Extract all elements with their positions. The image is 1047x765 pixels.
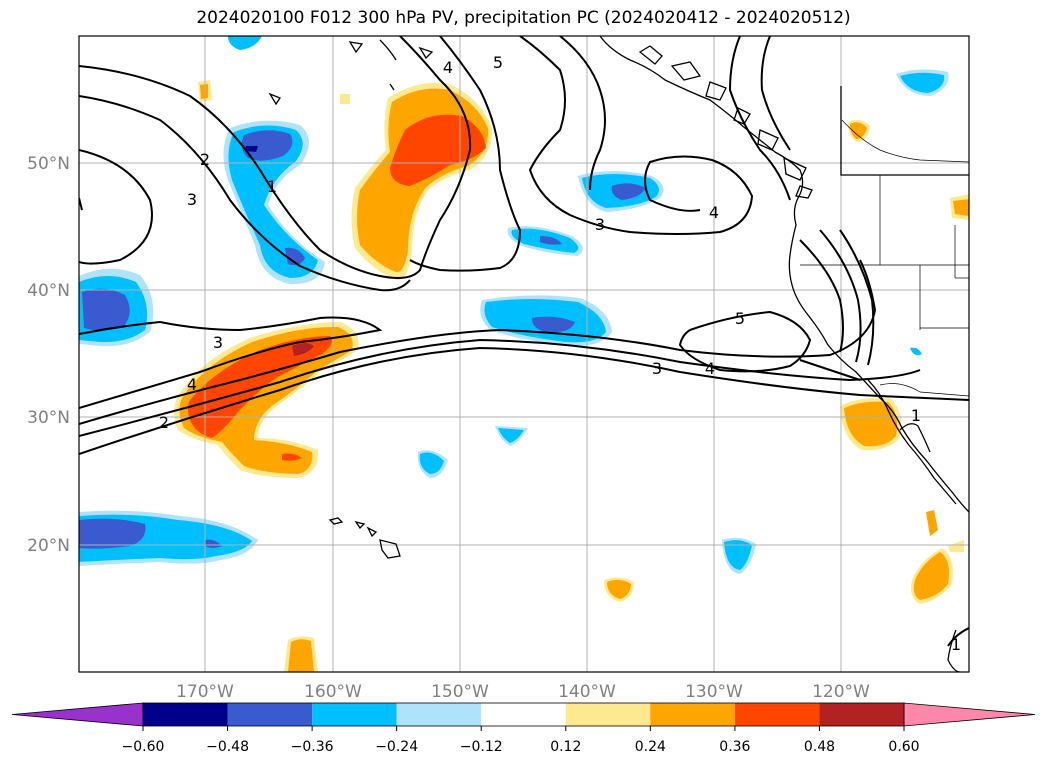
map-title: 2024020100 F012 300 hPa PV, precipitatio… <box>196 8 851 28</box>
map-frame <box>78 35 970 673</box>
colorbar-tick-label: 0.12 <box>550 739 581 755</box>
political-boundaries <box>800 119 969 397</box>
colorbar-frame <box>142 702 905 727</box>
colorbar-tick-label: 0.48 <box>804 739 835 755</box>
colorbar-swatch <box>734 703 820 726</box>
colorbar-swatch <box>227 703 313 726</box>
colorbar-tick-label: 0.60 <box>888 739 919 755</box>
contour-label: 3 <box>187 190 197 209</box>
colorbar-swatch <box>396 703 482 726</box>
lon-label: 120°W <box>812 682 870 702</box>
colorbar-swatch <box>143 703 228 726</box>
lon-label: 170°W <box>176 682 234 702</box>
colorbar-swatch <box>312 703 397 726</box>
contour-label: 1 <box>951 635 961 654</box>
positive-anomaly-areas <box>174 80 969 672</box>
colorbar-tick-label: −0.48 <box>206 739 249 755</box>
longitude-labels: 170°W 160°W 150°W 140°W 130°W 120°W <box>176 682 870 702</box>
contour-label: 3 <box>213 333 223 352</box>
negative-anomaly-areas <box>79 36 949 574</box>
lat-label: 20°N <box>27 536 70 556</box>
lon-label: 140°W <box>558 682 616 702</box>
colorbar-tick-label: −0.36 <box>291 739 334 755</box>
contour-label: 4 <box>443 58 453 77</box>
contour-label: 2 <box>200 150 210 169</box>
latitude-labels: 50°N 40°N 30°N 20°N <box>27 154 70 556</box>
colorbar-tick-label: −0.12 <box>460 739 503 755</box>
colorbar-tick-label: 0.24 <box>635 739 666 755</box>
colorbar-tick-label: −0.60 <box>122 739 165 755</box>
contour-label: 2 <box>159 413 169 432</box>
colorbar-tick-label: 0.36 <box>719 739 750 755</box>
colorbar: −0.60 −0.48 −0.36 −0.24 −0.12 0.12 0.24 0.36 0.4… <box>11 702 1036 755</box>
colorbar-extend-high <box>903 702 1036 727</box>
contour-label: 3 <box>652 359 662 378</box>
lat-label: 40°N <box>27 281 70 301</box>
contour-label-group: 4 5 2 3 1 3 4 5 3 4 3 4 2 1 1 <box>159 53 961 654</box>
contour-label: 4 <box>187 375 197 394</box>
lat-label: 30°N <box>27 408 70 428</box>
colorbar-tick-label: −0.24 <box>375 739 418 755</box>
colorbar-swatch <box>819 703 904 726</box>
pv-contours <box>79 36 969 647</box>
colorbar-swatch <box>650 703 735 726</box>
colorbar-swatch <box>565 703 651 726</box>
lon-label: 150°W <box>431 682 489 702</box>
contour-label: 1 <box>911 406 921 425</box>
contour-label: 3 <box>595 215 605 234</box>
contour-label: 4 <box>705 359 715 378</box>
contour-label: 5 <box>493 53 503 72</box>
colorbar-extend-low <box>11 702 144 727</box>
coastlines <box>268 36 969 672</box>
lon-label: 130°W <box>685 682 743 702</box>
colorbar-swatch <box>481 703 566 726</box>
lon-label: 160°W <box>304 682 362 702</box>
lat-label: 50°N <box>27 154 70 174</box>
contour-label: 5 <box>735 309 745 328</box>
graticule <box>79 36 969 672</box>
contour-label: 4 <box>709 203 719 222</box>
contour-label: 1 <box>267 177 277 196</box>
